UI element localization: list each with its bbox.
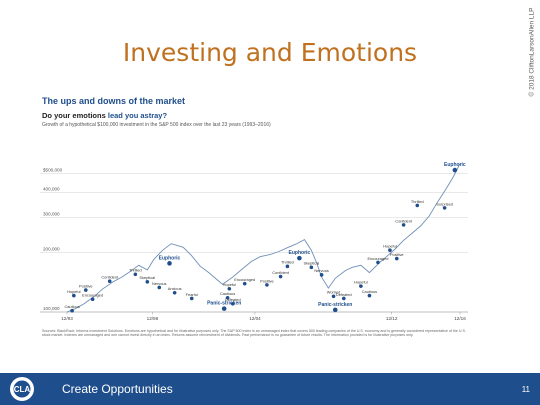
emotion-label: Thrilled xyxy=(411,199,424,204)
page-number: 11 xyxy=(521,385,530,394)
emotion-marker xyxy=(415,203,420,208)
emotion-label: Euphoric xyxy=(444,162,466,168)
emotion-marker xyxy=(167,261,172,266)
emotion-label: Hopeful xyxy=(223,282,237,287)
emotion-label: Fearful xyxy=(186,292,198,297)
emotion-label: Defeated xyxy=(225,297,241,302)
emotion-label: Positive xyxy=(390,252,404,257)
chart-subtitle-emphasis: lead you astray? xyxy=(107,111,168,120)
emotion-label: Thrilled xyxy=(281,260,294,265)
chart-subtitle: Do your emotions lead you astray? xyxy=(42,111,167,120)
emotion-marker xyxy=(70,308,74,313)
emotion-marker xyxy=(90,297,95,302)
x-tick-label: 12/93 xyxy=(61,316,73,321)
emotion-marker xyxy=(342,296,346,301)
emotion-label: Hopeful xyxy=(383,244,397,249)
emotion-marker xyxy=(189,296,194,301)
emotion-marker xyxy=(107,279,112,284)
emotion-label: Hopeful xyxy=(67,289,81,294)
emotion-marker xyxy=(265,283,269,287)
emotion-label: Encouraged xyxy=(82,293,103,298)
emotion-label: Positive xyxy=(260,278,274,283)
emotion-marker xyxy=(452,167,458,173)
emotion-marker xyxy=(388,248,392,253)
emotion-label: Panic-stricken xyxy=(318,302,352,308)
cla-logo-icon: CLA xyxy=(10,377,34,401)
emotion-label: Skeptical xyxy=(139,275,155,280)
emotion-marker xyxy=(225,295,230,300)
emotion-label: Surprised xyxy=(436,201,453,206)
emotion-marker xyxy=(359,284,363,288)
emotion-label: Nervous xyxy=(152,281,167,286)
emotion-label: Confident xyxy=(101,275,119,280)
emotion-marker xyxy=(285,264,290,269)
x-tick-label: 12/04 xyxy=(249,316,261,321)
y-tick-label: $500,000 xyxy=(43,167,63,172)
emotion-marker xyxy=(331,294,336,299)
chart-title: The ups and downs of the market xyxy=(42,96,186,106)
emotion-marker xyxy=(172,290,177,295)
chart-subtitle-prefix: Do your emotions xyxy=(42,111,106,120)
emotion-marker xyxy=(230,301,235,306)
emotion-marker xyxy=(394,256,399,261)
emotion-marker xyxy=(72,293,76,298)
emotion-label: Euphoric xyxy=(289,250,311,256)
series-line xyxy=(66,163,461,313)
emotion-marker xyxy=(297,255,302,261)
x-tick-label: 12/12 xyxy=(386,316,398,321)
emotion-label: Encouraged xyxy=(367,256,388,261)
x-tick-label: 12/98 xyxy=(147,316,159,321)
emotion-marker xyxy=(332,307,338,313)
emotion-marker xyxy=(367,293,372,298)
emotion-label: Nervous xyxy=(314,268,329,273)
emotion-label: Encouraged xyxy=(234,277,255,282)
emotion-label: Thrilled xyxy=(129,268,142,273)
emotion-label: Hopeful xyxy=(354,280,368,285)
emotion-marker xyxy=(401,223,406,227)
footer-bar: CLA Create Opportunities 11 xyxy=(0,373,540,405)
emotion-label: Confident xyxy=(395,218,413,223)
emotion-marker xyxy=(83,288,88,292)
emotion-label: Euphoric xyxy=(159,255,181,261)
emotion-marker xyxy=(157,285,162,290)
emotion-marker xyxy=(242,281,247,286)
slide-title: Investing and Emotions xyxy=(122,38,418,67)
emotion-marker xyxy=(376,260,380,265)
emotion-label: Positive xyxy=(79,283,93,288)
chart-description: Growth of a hypothetical $100,000 invest… xyxy=(42,122,271,128)
emotion-marker xyxy=(319,273,324,277)
y-tick-label: 200,000 xyxy=(43,246,60,251)
emotion-label: Worried xyxy=(327,290,341,295)
emotion-marker xyxy=(309,265,314,270)
emotion-label: Confident xyxy=(272,270,290,275)
emotion-marker xyxy=(145,280,150,284)
logo-text: CLA xyxy=(14,385,31,394)
emotion-marker xyxy=(227,286,232,291)
footer-tagline: Create Opportunities xyxy=(62,382,173,396)
emotion-marker xyxy=(221,306,227,311)
emotion-label: Defeated xyxy=(336,292,352,297)
emotion-label: Cautious xyxy=(64,304,79,309)
emotion-label: Anxious xyxy=(168,286,182,291)
source-note: Sources: BlackRock; Informa Investment S… xyxy=(42,329,466,338)
y-tick-label: 100,000 xyxy=(43,306,60,311)
emotion-label: Cautious xyxy=(220,291,235,296)
emotion-marker xyxy=(133,272,138,277)
x-tick-label: 12/16 xyxy=(454,316,466,321)
emotion-marker xyxy=(442,206,447,210)
y-tick-label: 400,000 xyxy=(43,187,60,192)
emotion-label: Cautious xyxy=(362,289,377,294)
emotion-label: Panic-stricken xyxy=(207,301,241,307)
emotion-marker xyxy=(278,274,283,279)
y-tick-label: 300,000 xyxy=(43,211,60,216)
emotion-label: Skeptical xyxy=(303,261,319,266)
